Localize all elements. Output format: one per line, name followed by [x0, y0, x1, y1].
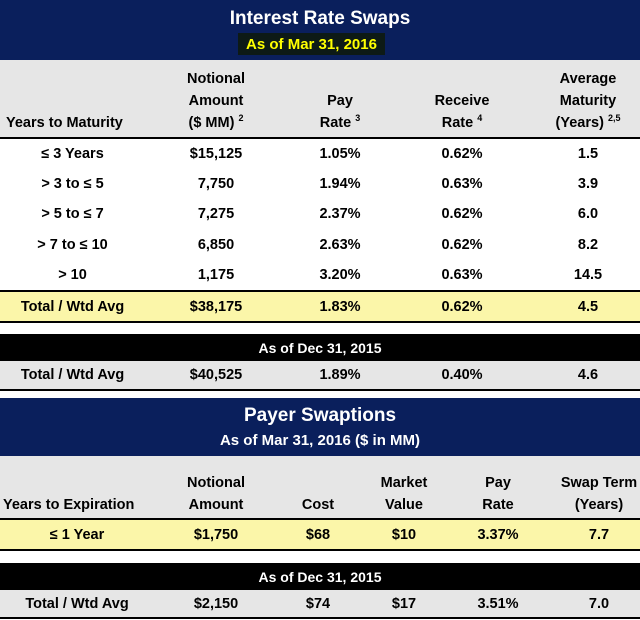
- swaptions-title-banner: Payer Swaptions As of Mar 31, 2016 ($ in…: [0, 398, 640, 456]
- pay-rate-cell: 2.37%: [319, 205, 361, 222]
- prior-total-label: Total / Wtd Avg: [25, 596, 129, 612]
- swaps-as-of: As of Mar 31, 2016: [246, 35, 377, 53]
- term-cell: ≤ 1 Year: [49, 526, 105, 543]
- divider: [0, 617, 640, 619]
- maturity-cell: 3.9: [577, 175, 599, 192]
- term-cell: > 7 to ≤ 10: [37, 236, 108, 253]
- swaptions-title: Payer Swaptions: [243, 405, 397, 426]
- receive-rate-cell: 0.62%: [441, 145, 483, 162]
- swap-term-cell: 7.7: [588, 526, 610, 543]
- pay-rate-cell: 3.37%: [477, 526, 519, 543]
- header-pay-rate: Pay Rate: [482, 475, 514, 513]
- swaps-title: Interest Rate Swaps: [229, 8, 411, 29]
- swaptions-header-row: [0, 456, 640, 519]
- receive-rate-cell: 0.62%: [441, 205, 483, 222]
- prior-total-row: [0, 361, 640, 389]
- total-maturity: 4.5: [577, 298, 599, 315]
- swaps-prior-as-of: As of Dec 31, 2015: [258, 339, 382, 356]
- notional-cell: 6,850: [197, 236, 235, 253]
- prior-total-pay-rate: 3.51%: [477, 596, 519, 612]
- divider: [0, 549, 640, 551]
- receive-rate-cell: 0.63%: [441, 266, 483, 283]
- swaps-as-of-badge: As of Mar 31, 2016: [238, 33, 385, 55]
- header-cost: Cost: [301, 497, 335, 513]
- notional-cell: $15,125: [189, 145, 243, 162]
- cost-cell: $68: [305, 526, 331, 543]
- maturity-cell: 14.5: [573, 266, 603, 283]
- prior-total-swap-term: 7.0: [588, 596, 610, 612]
- divider: [0, 518, 640, 520]
- header-swap-term: Swap Term (Years): [560, 475, 638, 513]
- header-years-to-expiration: Years to Expiration: [3, 497, 135, 513]
- prior-total-notional: $2,150: [193, 596, 239, 612]
- prior-total-market-value: $17: [391, 596, 417, 612]
- prior-total-pay-rate: 1.89%: [319, 367, 361, 383]
- total-label: Total / Wtd Avg: [20, 298, 125, 315]
- header-notional-amount: Notional Amount ($ MM) 2: [187, 71, 245, 131]
- header-average-maturity: Average Maturity (Years) 2,5: [555, 71, 621, 131]
- swaptions-as-of: As of Mar 31, 2016 ($ in MM): [219, 431, 421, 449]
- prior-total-notional: $40,525: [189, 367, 243, 383]
- maturity-cell: 1.5: [577, 145, 599, 162]
- swaps-title-banner: Interest Rate Swaps As of Mar 31, 2016: [0, 0, 640, 60]
- notional-cell: 7,275: [197, 205, 235, 222]
- receive-rate-cell: 0.62%: [441, 236, 483, 253]
- swaps-header-row: [0, 60, 640, 138]
- divider: [0, 321, 640, 323]
- term-cell: > 5 to ≤ 7: [41, 205, 104, 222]
- divider: [0, 389, 640, 391]
- divider: [0, 290, 640, 292]
- prior-total-maturity: 4.6: [577, 367, 599, 383]
- pay-rate-cell: 1.05%: [319, 145, 361, 162]
- swaps-prior-banner: As of Dec 31, 2015: [0, 334, 640, 361]
- total-pay-rate: 1.83%: [319, 298, 361, 315]
- header-receive-rate: Receive Rate 4: [434, 93, 490, 131]
- header-years-to-maturity: Years to Maturity: [6, 115, 123, 131]
- total-notional: $38,175: [189, 298, 243, 315]
- term-cell: > 10: [58, 266, 87, 283]
- notional-cell: $1,750: [193, 526, 239, 543]
- maturity-cell: 6.0: [577, 205, 599, 222]
- term-cell: > 3 to ≤ 5: [41, 175, 104, 192]
- maturity-cell: 8.2: [577, 236, 599, 253]
- swaptions-prior-banner: As of Dec 31, 2015: [0, 563, 640, 590]
- swaption-row: [0, 520, 640, 549]
- receive-rate-cell: 0.63%: [441, 175, 483, 192]
- pay-rate-cell: 1.94%: [319, 175, 361, 192]
- market-value-cell: $10: [391, 526, 417, 543]
- prior-total-cost: $74: [305, 596, 331, 612]
- swaptions-prior-as-of: As of Dec 31, 2015: [258, 568, 382, 585]
- notional-cell: 1,175: [197, 266, 235, 283]
- pay-rate-cell: 3.20%: [319, 266, 361, 283]
- prior-total-receive-rate: 0.40%: [441, 367, 483, 383]
- term-cell: ≤ 3 Years: [41, 145, 104, 162]
- prior-total-label: Total / Wtd Avg: [20, 367, 125, 383]
- divider: [0, 137, 640, 139]
- header-notional-amount: Notional Amount: [187, 475, 245, 513]
- total-receive-rate: 0.62%: [441, 298, 483, 315]
- swaptions-prior-total-row: [0, 590, 640, 618]
- notional-cell: 7,750: [197, 175, 235, 192]
- total-row: [0, 292, 640, 321]
- pay-rate-cell: 2.63%: [319, 236, 361, 253]
- header-market-value: Market Value: [380, 475, 428, 513]
- header-pay-rate: Pay Rate 3: [319, 93, 361, 131]
